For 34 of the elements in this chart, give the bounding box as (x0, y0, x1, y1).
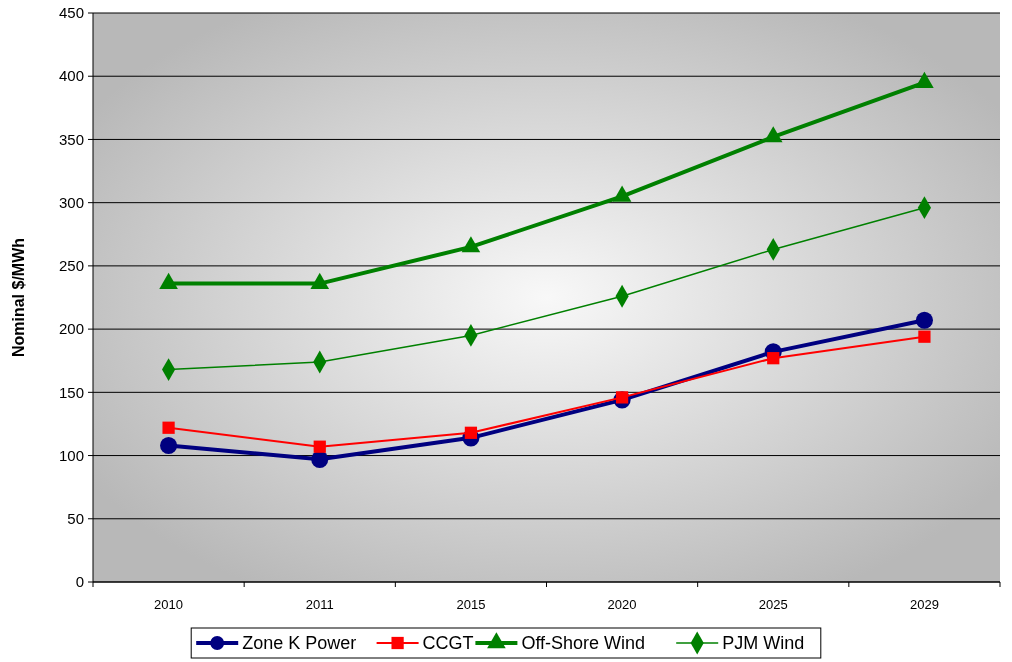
point (162, 421, 175, 434)
y-tick-label: 250 (58, 257, 84, 275)
x-tick-label: 2015 (456, 597, 486, 612)
y-tick-label: 0 (75, 573, 84, 591)
y-axis-title: Nominal $/MWh (10, 237, 27, 358)
point (918, 330, 931, 343)
y-tick-label: 100 (58, 446, 84, 464)
x-tick-label: 2020 (607, 597, 637, 612)
x-tick-label: 2011 (305, 597, 334, 612)
point (160, 436, 178, 454)
legend-label: CCGT (422, 633, 474, 654)
point (464, 426, 478, 439)
point (612, 185, 632, 202)
y-tick-label: 350 (58, 130, 84, 148)
point (615, 391, 629, 404)
y-tick-label: 300 (58, 193, 84, 211)
legend-label: PJM Wind (722, 633, 805, 654)
point (461, 236, 481, 253)
point (915, 71, 934, 88)
point (311, 450, 329, 468)
point (915, 311, 933, 329)
y-tick-label: 200 (58, 320, 84, 338)
y-tick-label: 450 (58, 4, 84, 22)
point (313, 440, 326, 453)
legend-label: Off-Shore Wind (521, 633, 646, 654)
legend-label: Zone K Power (242, 633, 357, 654)
point (763, 126, 783, 143)
x-tick-label: 2025 (758, 597, 788, 612)
y-tick-label: 150 (58, 383, 84, 401)
y-tick-label: 400 (58, 67, 84, 85)
point (767, 352, 780, 365)
y-tick-label: 50 (67, 510, 84, 528)
x-tick-label: 2029 (909, 597, 939, 612)
x-tick-label: 2010 (154, 597, 184, 612)
